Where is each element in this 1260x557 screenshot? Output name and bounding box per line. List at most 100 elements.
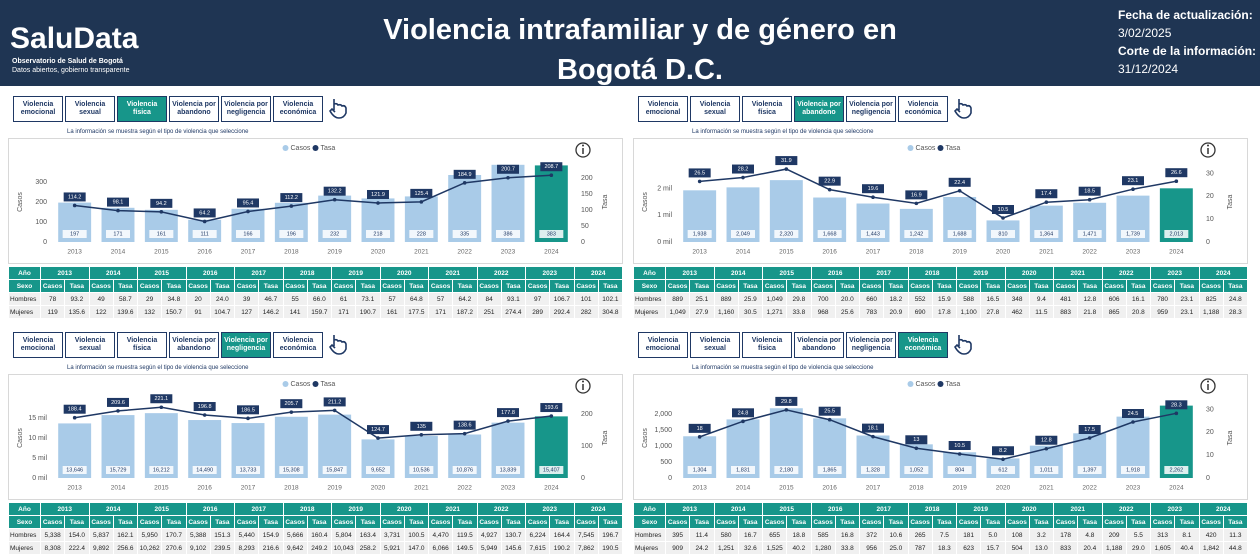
tab-button[interactable]: Violencia por abandono (169, 96, 219, 122)
casos-header: Casos (282, 515, 308, 529)
tab-button[interactable]: Violencia física (742, 332, 792, 358)
tasa-point (1001, 457, 1005, 462)
tab-button[interactable]: Violencia sexual (690, 332, 740, 358)
tab-button[interactable]: Violencia por negligencia (846, 332, 896, 358)
sex-row: Sexo Casos Tasa Casos Tasa Casos Tasa Casos Tasa… (8, 279, 624, 293)
casos-header: Casos (1149, 515, 1176, 529)
table-cell: 61 (330, 292, 357, 306)
bar-label-bg (991, 230, 1015, 238)
table-cell: 181 (955, 528, 982, 542)
tab-button[interactable]: Violencia física (117, 96, 167, 122)
table-cell: 190.5 (597, 541, 624, 555)
table-cell: 265 (907, 528, 933, 542)
x-tick-label: 2015 (154, 485, 169, 492)
tab-button[interactable]: Violencia emocional (13, 332, 63, 358)
tab-button[interactable]: Violencia física (742, 96, 792, 122)
bar-label: 14,490 (196, 467, 213, 473)
tab-button[interactable]: Violencia económica (898, 332, 948, 358)
x-tick-label: 2022 (457, 249, 472, 256)
table-cell: 292.4 (549, 305, 575, 319)
y-tick-label: 2 mil (657, 186, 672, 193)
casos-header: Casos (955, 279, 982, 293)
table-cell: 55 (282, 292, 308, 306)
tasa-point (914, 201, 919, 206)
y-tick-label: 0 (668, 475, 672, 482)
year-header: Año (8, 266, 41, 280)
tab-button[interactable]: Violencia económica (273, 332, 323, 358)
y2-tick-label: 10 (1206, 216, 1214, 223)
table-cell: 58.7 (112, 292, 139, 306)
tasa-label: 208.7 (544, 164, 558, 170)
bar-label-bg (322, 230, 347, 238)
info-icon-dot (1207, 380, 1209, 383)
bar-label: 166 (243, 231, 252, 237)
tasa-label-bg (150, 394, 173, 404)
tab-button[interactable]: Violencia por abandono (794, 96, 844, 122)
tasa-header: Tasa (1222, 515, 1249, 529)
row-label: Hombres (8, 528, 41, 542)
tasa-label-bg (1165, 400, 1188, 410)
year-cell: 2023 (1150, 502, 1200, 516)
tab-button[interactable]: Violencia emocional (13, 96, 63, 122)
x-tick-label: 2022 (1082, 249, 1097, 256)
table-cell: 304.8 (597, 305, 624, 319)
year-cell: 2017 (234, 266, 284, 280)
table-cell: 171 (427, 305, 454, 319)
x-tick-label: 2014 (736, 485, 751, 492)
bar-label-bg (236, 466, 260, 474)
legend-marker (312, 145, 319, 151)
x-tick-label: 2020 (371, 249, 386, 256)
table-cell: 150.7 (161, 305, 187, 319)
bar-label-bg (192, 230, 217, 238)
tab-button[interactable]: Violencia emocional (638, 332, 688, 358)
tab-button[interactable]: Violencia física (117, 332, 167, 358)
tab-button[interactable]: Violencia por negligencia (846, 96, 896, 122)
bar-label: 1,397 (1083, 467, 1097, 473)
bar-label: 10,876 (456, 467, 473, 473)
tasa-label: 18.5 (1084, 189, 1095, 195)
bar-label-bg (1077, 230, 1102, 238)
year-cell: 2021 (1053, 502, 1103, 516)
table-cell: 11.4 (689, 528, 715, 542)
bar-label: 1,938 (693, 231, 707, 237)
tasa-point (957, 452, 962, 456)
casos-header: Casos (955, 515, 982, 529)
bar-label-bg (539, 230, 564, 238)
legend-label: Tasa (321, 381, 336, 388)
tasa-label-bg (193, 208, 216, 218)
table-cell: 9,892 (88, 541, 114, 555)
tab-button[interactable]: Violencia sexual (690, 96, 740, 122)
casos-header: Casos (573, 279, 599, 293)
tab-button[interactable]: Violencia por abandono (169, 332, 219, 358)
table-cell: 15.7 (980, 541, 1006, 555)
tab-button[interactable]: Violencia económica (898, 96, 948, 122)
y-axis-label: Casos (642, 428, 649, 448)
table-cell: 159.7 (306, 305, 333, 319)
tasa-label-bg (1122, 176, 1144, 186)
table-cell: 33.8 (786, 305, 812, 319)
tasa-label-bg (862, 184, 884, 194)
tab-button[interactable]: Violencia sexual (65, 332, 115, 358)
tab-button[interactable]: Violencia sexual (65, 96, 115, 122)
tasa-point (506, 175, 510, 180)
bar-label: 1,443 (866, 231, 880, 237)
data-table: Año 2013 2014 2015 2016 2017 2018 2019 2020 2021 2… (8, 266, 624, 319)
tasa-label: 64.2 (199, 210, 210, 216)
table-cell: 18.3 (931, 541, 958, 555)
tab-button[interactable]: Violencia económica (273, 96, 323, 122)
bar-label-bg (279, 230, 304, 238)
tasa-header: Tasa (1174, 279, 1200, 293)
tasa-label-bg (688, 423, 711, 433)
tab-button[interactable]: Violencia emocional (638, 96, 688, 122)
table-cell: 97 (524, 292, 551, 306)
tab-button[interactable]: Violencia por abandono (794, 332, 844, 358)
table-cell: 883 (1052, 305, 1079, 319)
tasa-label-bg (410, 421, 433, 431)
bar-label: 386 (503, 231, 512, 237)
table-cell: 4,927 (476, 528, 502, 542)
tab-button[interactable]: Violencia por negligencia (221, 96, 271, 122)
bar-label: 1,739 (1126, 231, 1140, 237)
tasa-header: Tasa (161, 279, 187, 293)
tab-button[interactable]: Violencia por negligencia (221, 332, 271, 358)
tasa-label: 95.4 (243, 200, 254, 206)
